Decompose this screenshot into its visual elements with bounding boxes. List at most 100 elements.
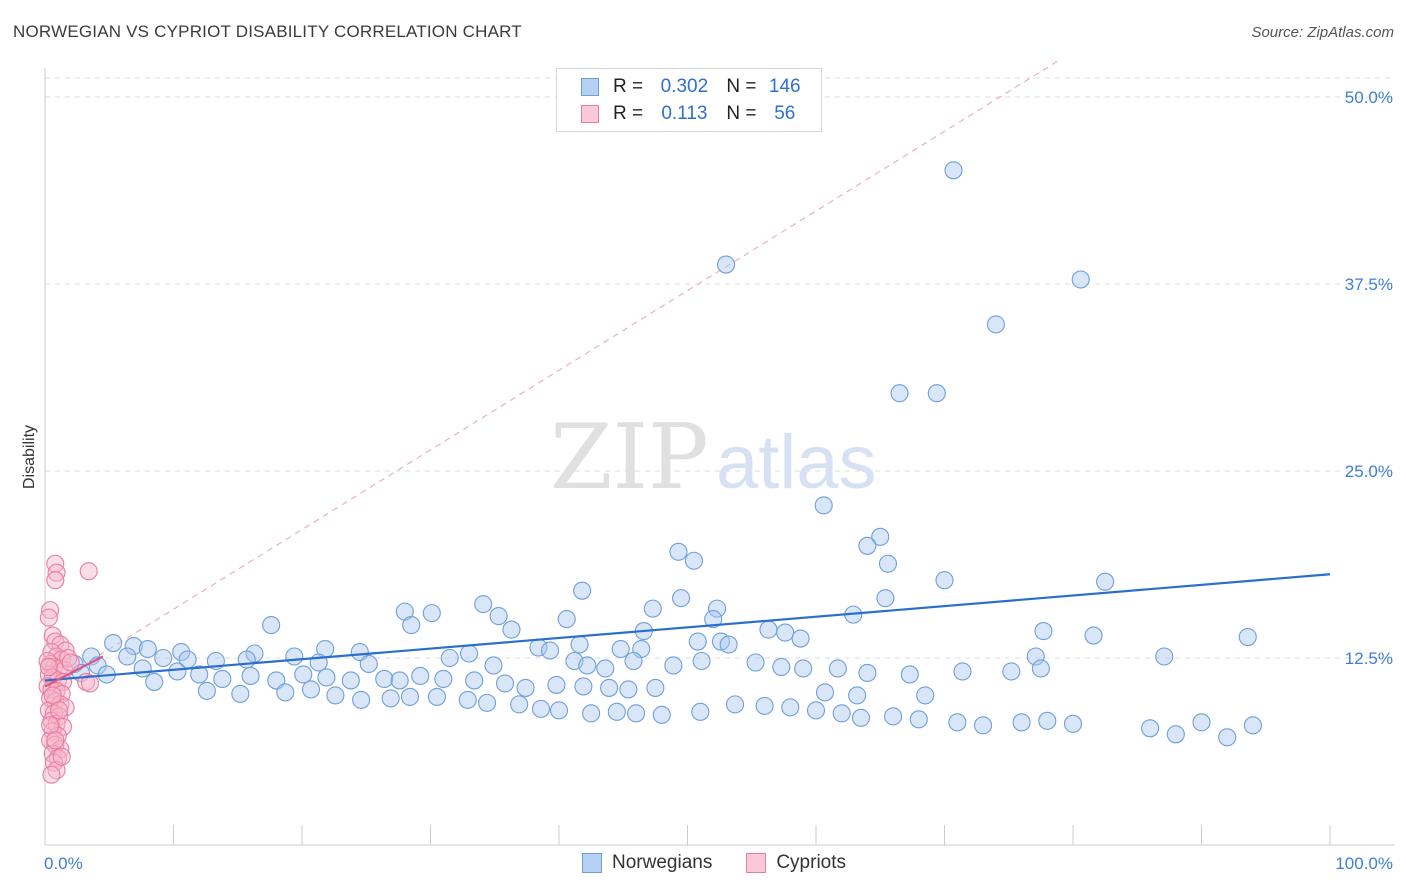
data-point-cypriots <box>80 674 100 693</box>
data-point-cypriots <box>39 608 58 627</box>
data-point-norwegians <box>725 695 745 714</box>
data-point-norwegians <box>489 607 508 626</box>
data-point-norwegians <box>704 610 723 629</box>
data-point-norwegians <box>916 686 935 705</box>
data-point-norwegians <box>502 620 521 639</box>
reference-diagonal <box>70 59 1061 674</box>
data-point-cypriots <box>44 704 64 723</box>
data-point-norwegians <box>381 689 400 708</box>
data-point-norwegians <box>986 315 1005 334</box>
data-point-norwegians <box>145 672 164 691</box>
grid <box>45 77 1395 659</box>
data-point-norwegians <box>549 701 569 720</box>
data-point-cypriots <box>41 601 60 620</box>
data-point-norwegians <box>213 669 232 688</box>
y-tick-label: 50.0% <box>1345 88 1393 107</box>
trend-line-cypriots <box>44 655 104 688</box>
data-point-norwegians <box>935 571 954 590</box>
x-tick-label: 100.0% <box>1335 854 1393 873</box>
data-point-norwegians <box>557 610 576 629</box>
data-point-norwegians <box>1084 626 1103 645</box>
data-point-norwegians <box>688 632 707 651</box>
data-point-norwegians <box>1063 714 1083 733</box>
data-point-norwegians <box>806 701 826 720</box>
data-point-norwegians <box>1031 659 1050 678</box>
series-legend: Norwegians Cypriots <box>582 852 880 874</box>
data-point-norwegians <box>434 669 453 688</box>
legend-n-value: 56 <box>774 103 796 124</box>
data-point-norwegians <box>1155 647 1174 666</box>
data-point-norwegians <box>301 680 321 699</box>
data-point-norwegians <box>759 620 778 639</box>
legend-swatch-cypriots <box>746 853 767 873</box>
x-tick-label: 0.0% <box>44 854 83 873</box>
data-point-norwegians <box>578 656 597 675</box>
data-point-norwegians <box>944 161 963 180</box>
data-point-norwegians <box>459 644 479 663</box>
tick-labels: 12.5% 25.0% 37.5% 50.0% 0.0% 100.0% <box>44 88 1393 873</box>
legend-item-norwegians[interactable]: Norwegians <box>582 852 712 874</box>
data-point-cypriots <box>43 686 62 705</box>
data-point-cypriots <box>42 765 61 784</box>
data-point-norwegians <box>848 686 867 705</box>
data-point-norwegians <box>477 693 497 712</box>
legend-swatch-pink <box>581 105 599 123</box>
data-point-norwegians <box>400 687 419 706</box>
data-point-norwegians <box>422 604 441 623</box>
data-point-norwegians <box>672 589 691 608</box>
data-point-norwegians <box>794 659 813 678</box>
data-point-norwegians <box>359 654 378 674</box>
legend-r-label: R = <box>613 76 644 97</box>
legend-item-cypriots[interactable]: Cypriots <box>746 852 846 874</box>
data-point-norwegians <box>832 704 851 723</box>
data-point-norwegians <box>1243 716 1262 735</box>
data-point-norwegians <box>646 678 665 697</box>
data-point-norwegians <box>531 699 551 718</box>
data-point-norwegians <box>458 690 477 709</box>
data-point-norwegians <box>402 616 421 635</box>
data-point-norwegians <box>1026 647 1045 666</box>
data-point-norwegians <box>652 705 671 724</box>
legend-n-label: N = <box>726 76 757 97</box>
data-point-cypriots <box>46 632 65 651</box>
data-point-norwegians <box>231 684 250 703</box>
data-point-norwegians <box>427 687 446 706</box>
data-point-norwegians <box>168 662 187 681</box>
data-point-norwegians <box>611 639 630 659</box>
data-point-cypriots <box>39 657 58 677</box>
data-point-cypriots <box>52 747 71 766</box>
data-point-norwegians <box>237 650 256 669</box>
data-point-cypriots <box>39 701 58 720</box>
data-point-norwegians <box>390 671 409 690</box>
data-point-cypriots <box>56 641 75 660</box>
y-tick-label: 37.5% <box>1345 275 1393 294</box>
data-point-norwegians <box>746 653 765 672</box>
data-point-norwegians <box>197 681 216 700</box>
data-point-norwegians <box>465 671 484 690</box>
data-point-norwegians <box>1141 719 1160 738</box>
reference-line <box>70 59 1061 674</box>
data-point-norwegians <box>643 599 662 618</box>
data-point-norwegians <box>815 683 835 702</box>
data-point-cypriots <box>50 701 69 720</box>
legend-row-cypriots: R = 0.113 N = 56 <box>581 102 808 126</box>
correlation-legend: R = 0.302 N = 146 R = 0.113 N = 56 <box>556 68 822 132</box>
data-point-norwegians <box>118 647 137 666</box>
data-point-norwegians <box>124 636 143 656</box>
data-point-norwegians <box>375 669 394 688</box>
legend-n-label: N = <box>726 103 757 124</box>
data-point-norwegians <box>267 671 286 690</box>
data-point-norwegians <box>900 665 919 684</box>
data-point-norwegians <box>1071 270 1090 289</box>
data-point-norwegians <box>516 678 535 697</box>
trend-line-norwegians <box>44 573 1331 682</box>
data-point-norwegians <box>276 683 295 702</box>
watermark: ZIP atlas <box>550 405 877 510</box>
data-point-norwegians <box>973 716 993 735</box>
data-point-norwegians <box>708 599 727 618</box>
data-point-norwegians <box>1238 628 1257 647</box>
data-point-norwegians <box>619 680 638 699</box>
data-point-norwegians <box>352 690 371 709</box>
data-point-norwegians <box>262 616 281 635</box>
